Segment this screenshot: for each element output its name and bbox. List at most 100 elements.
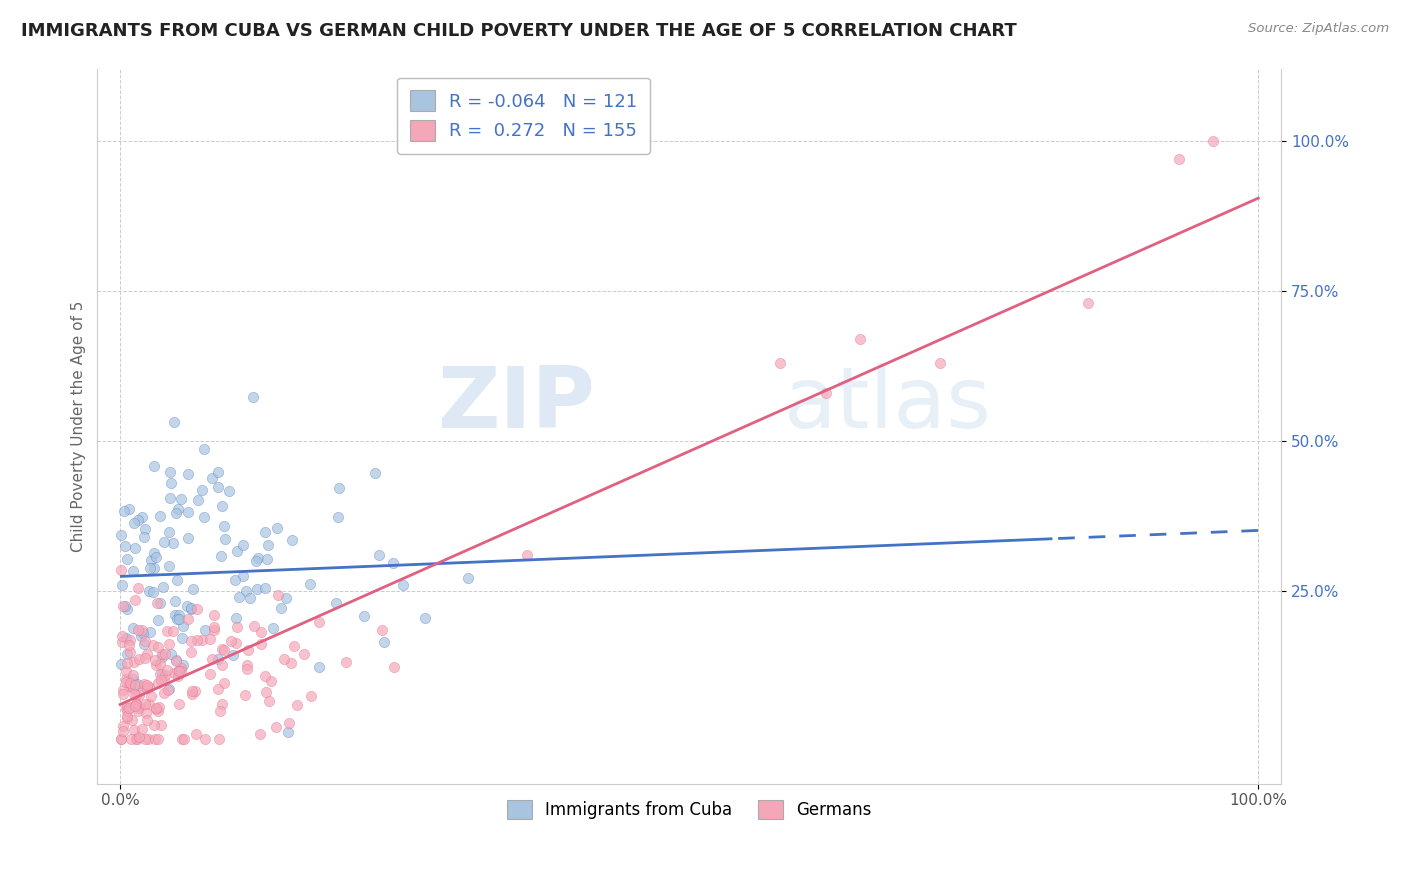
Point bbox=[153, 668, 176, 682]
Text: ZIP: ZIP bbox=[437, 363, 595, 446]
Point bbox=[159, 648, 181, 662]
Point bbox=[132, 530, 155, 544]
Point bbox=[122, 656, 145, 670]
Point bbox=[257, 694, 280, 708]
Point bbox=[127, 704, 149, 718]
Point bbox=[382, 556, 405, 570]
Point bbox=[221, 648, 243, 663]
Point bbox=[167, 665, 190, 679]
Point bbox=[180, 634, 202, 648]
Point bbox=[198, 632, 221, 646]
Point bbox=[277, 724, 299, 739]
Point bbox=[118, 501, 141, 516]
Point bbox=[170, 661, 193, 675]
Point bbox=[142, 546, 165, 560]
Point bbox=[127, 700, 149, 714]
Point bbox=[1202, 134, 1225, 148]
Point bbox=[238, 642, 260, 657]
Point bbox=[118, 638, 141, 652]
Point bbox=[115, 709, 138, 723]
Point bbox=[172, 619, 194, 633]
Point bbox=[382, 660, 405, 674]
Point bbox=[254, 524, 277, 539]
Point bbox=[207, 465, 229, 479]
Point bbox=[111, 578, 134, 592]
Point bbox=[270, 600, 292, 615]
Point bbox=[136, 731, 159, 746]
Point bbox=[134, 522, 156, 536]
Point bbox=[225, 636, 247, 650]
Point bbox=[121, 668, 143, 682]
Point bbox=[165, 507, 187, 521]
Point bbox=[128, 730, 150, 744]
Point bbox=[115, 672, 138, 686]
Point bbox=[180, 683, 202, 698]
Point bbox=[134, 698, 156, 712]
Point bbox=[120, 731, 142, 746]
Point bbox=[392, 578, 415, 592]
Y-axis label: Child Poverty Under the Age of 5: Child Poverty Under the Age of 5 bbox=[72, 301, 86, 552]
Point bbox=[153, 685, 176, 699]
Point bbox=[184, 727, 207, 741]
Point bbox=[325, 596, 347, 610]
Point bbox=[1077, 296, 1099, 310]
Point bbox=[245, 553, 267, 567]
Point bbox=[143, 718, 166, 732]
Point bbox=[253, 669, 276, 683]
Point bbox=[145, 702, 167, 716]
Point bbox=[212, 675, 235, 690]
Point bbox=[148, 700, 170, 714]
Point bbox=[353, 609, 375, 624]
Point bbox=[122, 673, 145, 687]
Point bbox=[201, 471, 224, 485]
Point bbox=[373, 634, 395, 648]
Point bbox=[114, 701, 136, 715]
Point bbox=[132, 626, 155, 640]
Point bbox=[814, 386, 837, 401]
Point bbox=[208, 704, 231, 718]
Point bbox=[194, 624, 217, 638]
Point bbox=[159, 465, 181, 479]
Point bbox=[193, 442, 215, 456]
Point bbox=[117, 700, 139, 714]
Point bbox=[169, 665, 191, 679]
Point bbox=[150, 673, 173, 687]
Point bbox=[128, 689, 150, 703]
Point bbox=[201, 651, 224, 665]
Point bbox=[163, 593, 186, 607]
Point bbox=[176, 531, 198, 545]
Point bbox=[152, 535, 174, 549]
Point bbox=[124, 731, 146, 746]
Point bbox=[159, 491, 181, 505]
Point bbox=[146, 596, 169, 610]
Point bbox=[149, 657, 172, 672]
Point bbox=[162, 535, 184, 549]
Point bbox=[181, 582, 204, 596]
Point bbox=[115, 632, 138, 646]
Point bbox=[162, 624, 184, 638]
Point bbox=[214, 643, 236, 657]
Point bbox=[138, 584, 160, 599]
Point bbox=[207, 652, 229, 666]
Point bbox=[246, 551, 269, 566]
Point bbox=[180, 645, 202, 659]
Point bbox=[122, 681, 145, 695]
Point bbox=[138, 680, 160, 694]
Point bbox=[152, 581, 174, 595]
Point bbox=[124, 678, 146, 692]
Point bbox=[273, 652, 295, 666]
Point bbox=[283, 639, 305, 653]
Point bbox=[132, 676, 155, 690]
Point bbox=[152, 648, 174, 662]
Text: Source: ZipAtlas.com: Source: ZipAtlas.com bbox=[1249, 22, 1389, 36]
Point bbox=[209, 549, 232, 563]
Point bbox=[112, 599, 135, 614]
Point bbox=[280, 657, 302, 671]
Point bbox=[120, 679, 142, 693]
Point bbox=[125, 688, 148, 702]
Point bbox=[160, 475, 183, 490]
Point bbox=[146, 704, 169, 718]
Point bbox=[163, 608, 186, 623]
Point bbox=[115, 704, 138, 718]
Point bbox=[121, 564, 143, 578]
